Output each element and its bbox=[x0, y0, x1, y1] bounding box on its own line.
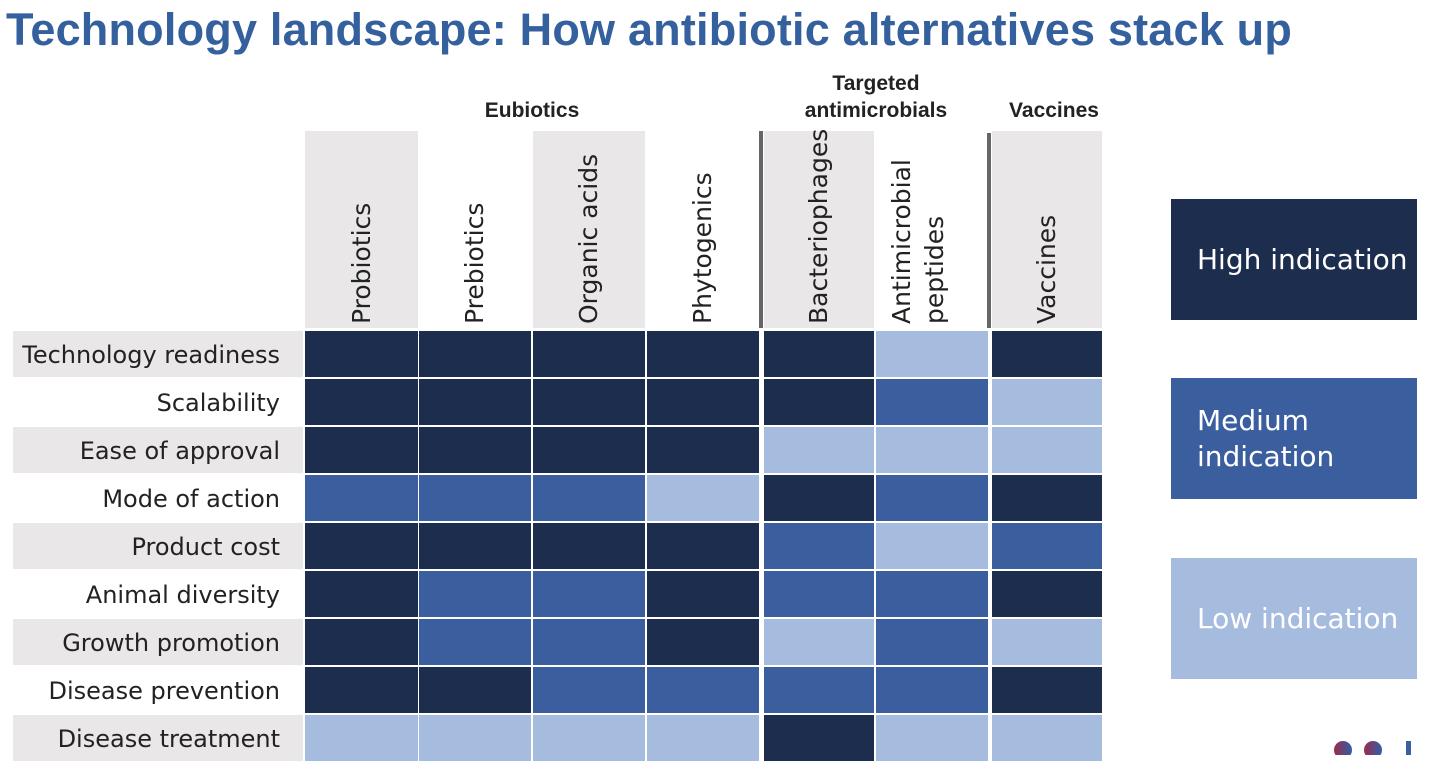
heatmap-cell-high bbox=[419, 667, 531, 713]
heatmap-cell-high bbox=[419, 523, 531, 569]
heatmap-cell-low bbox=[992, 715, 1102, 761]
heatmap-cell-low bbox=[647, 475, 759, 521]
heatmap-cell-low bbox=[992, 427, 1102, 473]
heatmap-cell-high bbox=[647, 619, 759, 665]
heatmap-cell-medium bbox=[876, 571, 988, 617]
column-header: Probiotics bbox=[305, 131, 418, 328]
heatmap-cell-medium bbox=[533, 571, 645, 617]
heatmap-cell-low bbox=[992, 379, 1102, 425]
heatmap-cell-high bbox=[305, 619, 418, 665]
heatmap-cell-low bbox=[876, 523, 988, 569]
heatmap-cell-medium bbox=[876, 475, 988, 521]
heatmap-cell-medium bbox=[876, 619, 988, 665]
legend-high: High indication bbox=[1171, 199, 1417, 320]
heatmap-cell-medium bbox=[533, 619, 645, 665]
column-header: Vaccines bbox=[992, 131, 1102, 328]
row-label: Disease prevention bbox=[13, 667, 303, 713]
heatmap-cell-medium bbox=[876, 379, 988, 425]
heatmap-cell-high bbox=[419, 427, 531, 473]
heatmap-cell-medium bbox=[419, 571, 531, 617]
heatmap-cell-medium bbox=[305, 475, 418, 521]
heatmap-cell-low bbox=[876, 427, 988, 473]
heatmap-cell-high bbox=[647, 331, 759, 377]
group-label: Targeted antimicrobials bbox=[804, 72, 948, 122]
heatmap-cell-low bbox=[876, 331, 988, 377]
heatmap-cell-high bbox=[647, 427, 759, 473]
heatmap-cell-high bbox=[647, 523, 759, 569]
heatmap-cell-high bbox=[533, 427, 645, 473]
heatmap-cell-low bbox=[764, 427, 874, 473]
company-logo bbox=[1333, 738, 1443, 759]
heatmap-cell-low bbox=[992, 619, 1102, 665]
heatmap-cell-high bbox=[305, 331, 418, 377]
heatmap-cell-high bbox=[764, 475, 874, 521]
row-label: Scalability bbox=[13, 379, 303, 425]
heatmap-cell-high bbox=[533, 523, 645, 569]
row-label: Product cost bbox=[13, 523, 303, 569]
heatmap-cell-high bbox=[305, 427, 418, 473]
heatmap-cell-medium bbox=[419, 475, 531, 521]
row-label: Growth promotion bbox=[13, 619, 303, 665]
group-label: Vaccines bbox=[1009, 99, 1099, 122]
heatmap-cell-high bbox=[419, 379, 531, 425]
heatmap-cell-high bbox=[992, 475, 1102, 521]
heatmap-cell-high bbox=[992, 667, 1102, 713]
column-header: Phytogenics bbox=[647, 131, 759, 328]
heatmap-cell-high bbox=[647, 379, 759, 425]
page-title: Technology landscape: How antibiotic alt… bbox=[6, 4, 1293, 55]
heatmap-cell-low bbox=[533, 715, 645, 761]
column-header: Bacteriophages bbox=[764, 128, 874, 328]
heatmap-cell-high bbox=[764, 715, 874, 761]
heatmap-cell-high bbox=[419, 331, 531, 377]
heatmap-cell-medium bbox=[533, 667, 645, 713]
heatmap-cell-medium bbox=[419, 619, 531, 665]
column-label: Vaccines bbox=[1032, 214, 1061, 324]
heatmap-cell-high bbox=[992, 571, 1102, 617]
heatmap-cell-medium bbox=[992, 523, 1102, 569]
heatmap-cell-high bbox=[305, 523, 418, 569]
row-label: Disease treatment bbox=[13, 715, 303, 761]
row-label: Mode of action bbox=[13, 475, 303, 521]
heatmap-cell-low bbox=[305, 715, 418, 761]
column-label: Bacteriophages bbox=[804, 128, 833, 324]
heatmap-cell-low bbox=[764, 619, 874, 665]
legend-medium: Medium indication bbox=[1171, 378, 1417, 499]
heatmap-cell-medium bbox=[647, 667, 759, 713]
column-header: Prebiotics bbox=[419, 131, 531, 328]
group-separator bbox=[987, 133, 991, 328]
logo-mark-icon bbox=[1334, 741, 1411, 759]
heatmap-cell-high bbox=[992, 331, 1102, 377]
heatmap-cell-high bbox=[305, 571, 418, 617]
heatmap-cell-low bbox=[647, 715, 759, 761]
heatmap-cell-high bbox=[647, 571, 759, 617]
group-separator bbox=[759, 131, 763, 328]
legend-low: Low indication bbox=[1171, 558, 1417, 679]
column-label: Organic acids bbox=[574, 153, 603, 324]
column-label: Prebiotics bbox=[460, 202, 489, 324]
heatmap-cell-medium bbox=[764, 523, 874, 569]
heatmap-cell-medium bbox=[876, 667, 988, 713]
heatmap-cell-medium bbox=[764, 667, 874, 713]
heatmap-cell-high bbox=[305, 379, 418, 425]
heatmap-cell-low bbox=[876, 715, 988, 761]
heatmap-cell-high bbox=[533, 331, 645, 377]
column-header: Antimicrobial peptides bbox=[876, 131, 988, 328]
column-label: Antimicrobial peptides bbox=[887, 159, 949, 324]
column-header: Organic acids bbox=[533, 131, 645, 328]
heatmap-cell-medium bbox=[764, 571, 874, 617]
row-label: Ease of approval bbox=[13, 427, 303, 473]
heatmap-cell-high bbox=[764, 331, 874, 377]
column-label: Phytogenics bbox=[688, 172, 717, 324]
heatmap-cell-high bbox=[764, 379, 874, 425]
heatmap-cell-high bbox=[533, 379, 645, 425]
row-label: Technology readiness bbox=[13, 331, 303, 377]
column-label: Probiotics bbox=[346, 202, 376, 324]
heatmap-cell-high bbox=[305, 667, 418, 713]
row-label: Animal diversity bbox=[13, 571, 303, 617]
heatmap-cell-low bbox=[419, 715, 531, 761]
heatmap-cell-medium bbox=[533, 475, 645, 521]
group-label: Eubiotics bbox=[484, 99, 580, 122]
